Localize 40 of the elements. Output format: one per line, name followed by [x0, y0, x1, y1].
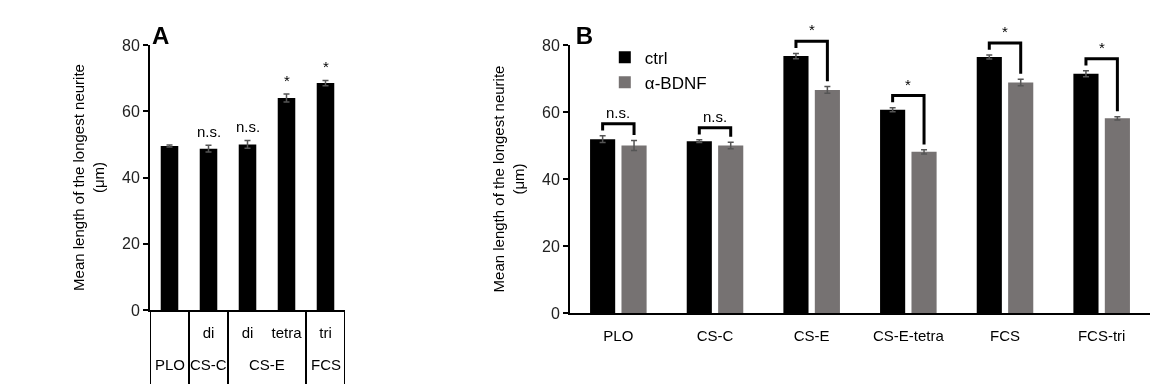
legend-label: ctrl [644, 48, 668, 68]
y-axis-title: Mean length of the longest neurite (μm) [490, 65, 527, 293]
text: PLO [155, 356, 186, 373]
y-tick-label: 0 [130, 301, 140, 319]
x-tick-label: tri [319, 324, 332, 341]
x-tick-label: di [202, 324, 215, 341]
annotation: n.s. [606, 104, 631, 121]
y-tick-label: 40 [542, 170, 560, 188]
x-tick-label: CS-C [696, 327, 734, 344]
x-tick-label: CS-E-tetra [872, 327, 945, 344]
chart-title: B [575, 21, 594, 49]
data-label: * [323, 58, 329, 75]
chart-title: A [151, 21, 170, 49]
y-tick-label: 20 [122, 235, 140, 253]
data-label: * [284, 72, 290, 89]
y-tick-label: 40 [122, 169, 140, 187]
y-tick-label: 80 [122, 36, 140, 54]
legend-label: α-BDNF [644, 73, 707, 93]
text: CS-C [190, 356, 227, 373]
annotation: * [1099, 39, 1105, 56]
data-label: n.s. [197, 123, 222, 140]
annotation: * [905, 76, 911, 93]
text: FCS [311, 356, 341, 373]
text: CS-E [249, 356, 285, 373]
x-tick-label: FCS-tri [1077, 327, 1126, 344]
y-axis-title: Mean length of the longest neurite (μm) [70, 64, 107, 291]
y-tick-label: 80 [542, 36, 560, 54]
x-tick-label: FCS [990, 327, 1020, 344]
y-tick-label: 60 [542, 103, 560, 121]
y-tick-label: 0 [550, 304, 560, 322]
annotation: n.s. [703, 108, 728, 125]
data-label: n.s. [236, 118, 261, 135]
x-tick-label: PLO [603, 327, 634, 344]
text: * [1002, 23, 1008, 40]
x-tick-label: di [241, 324, 254, 341]
x-tick-label: tetra [271, 324, 303, 341]
text: * [809, 21, 815, 38]
y-tick-label: 20 [542, 237, 560, 255]
x-tick-label: CS-E [793, 327, 830, 344]
y-tick-label: 60 [122, 102, 140, 120]
